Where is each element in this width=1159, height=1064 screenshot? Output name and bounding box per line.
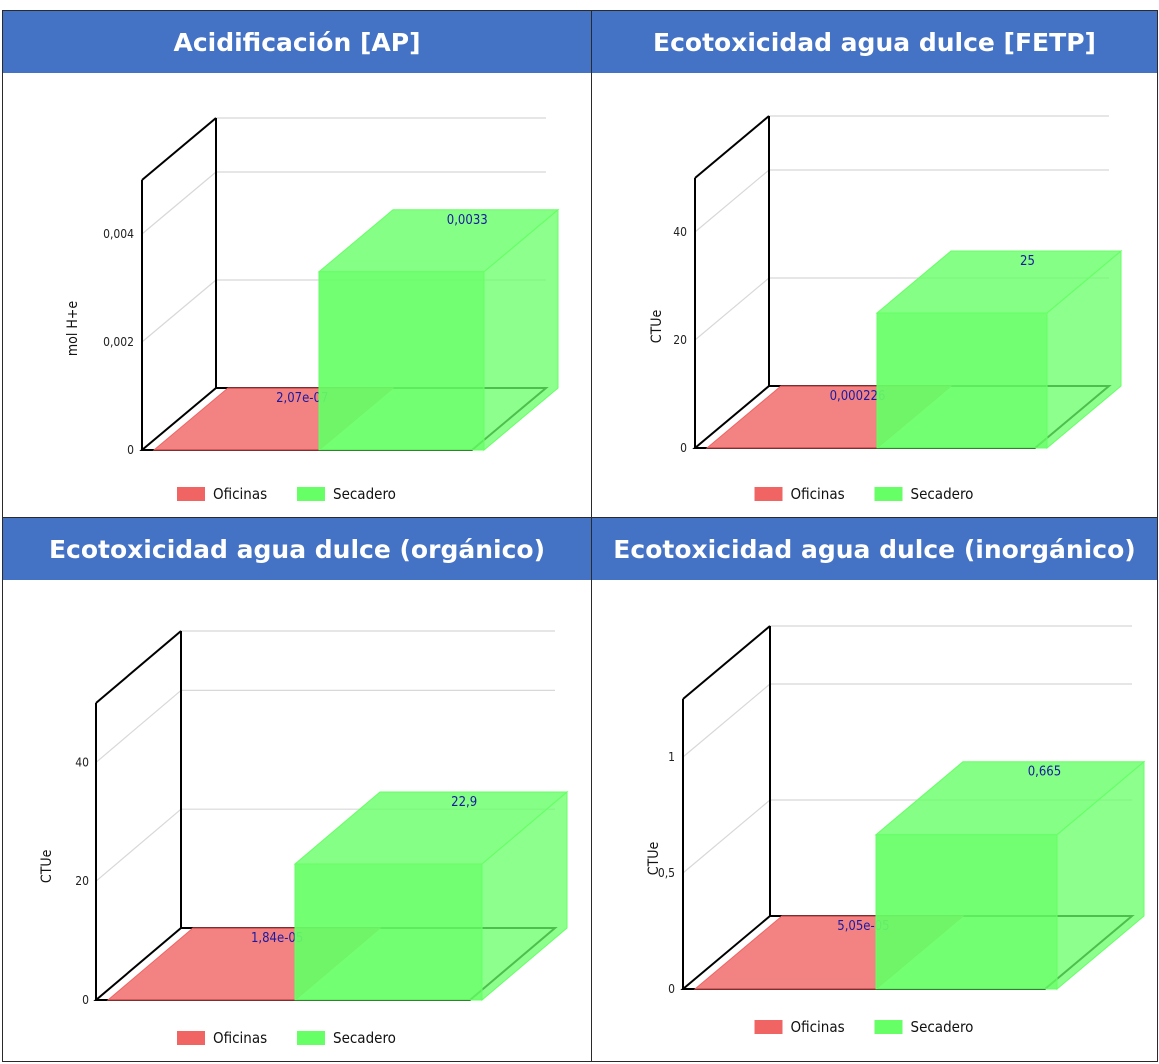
chart-panel: 0 20 40 CTUe 0,000226 25 Oficinas Secadero xyxy=(592,73,1157,517)
bar-front-face xyxy=(294,863,483,1001)
bar-front-face xyxy=(876,312,1048,449)
bar-front-face xyxy=(875,834,1058,990)
axis-edge-line xyxy=(694,115,770,179)
data-label: 0,0033 xyxy=(447,213,488,228)
chart-svg: 0 0,002 0,004 mol H+e 2,07e-07 0,0033 Oficinas… xyxy=(65,117,560,503)
chart-cell-organico: Ecotoxicidad agua dulce (orgánico) 0 20 40… xyxy=(2,517,592,1062)
y-tick-label: 0,002 xyxy=(103,335,134,349)
gridline xyxy=(141,279,217,343)
data-label: 22,9 xyxy=(451,795,477,810)
gridline xyxy=(95,808,182,882)
y-tick-label: 0 xyxy=(680,441,687,455)
y-tick-label: 20 xyxy=(673,333,687,347)
y-tick-label: 0 xyxy=(127,443,134,457)
chart-title: Ecotoxicidad agua dulce [FETP] xyxy=(592,11,1157,73)
chart-svg: 0 20 40 CTUe 0,000226 25 Oficinas Secadero xyxy=(649,115,1123,503)
legend-swatch xyxy=(754,487,783,501)
gridline xyxy=(95,689,182,763)
chart-svg: 0 20 40 CTUe 1,84e-05 22,9 Oficinas Secadero xyxy=(39,630,569,1047)
chart-cell-ap: Acidificación [AP] 0 0,002 0,004 mol H+e 2,0… xyxy=(2,10,592,518)
axis-edge-line xyxy=(95,630,182,704)
y-axis-label: CTUe xyxy=(649,310,665,344)
chart-title: Ecotoxicidad agua dulce (orgánico) xyxy=(3,518,591,580)
chart-panel: 0 20 40 CTUe 1,84e-05 22,9 Oficinas Secadero xyxy=(3,580,591,1061)
legend-label: Oficinas xyxy=(791,485,845,503)
y-tick-label: 0,004 xyxy=(103,227,134,241)
y-tick-label: 1 xyxy=(668,750,675,764)
gridline xyxy=(682,683,771,758)
bar-secadero xyxy=(293,790,569,1002)
legend-swatch xyxy=(177,1031,205,1045)
data-label: 0,665 xyxy=(1028,765,1061,780)
bar-front-face xyxy=(318,271,485,451)
legend-label: Secadero xyxy=(333,485,396,503)
legend-swatch xyxy=(177,487,205,501)
data-label: 0,000226 xyxy=(830,389,886,404)
legend-swatch xyxy=(874,1020,903,1034)
legend-label: Oficinas xyxy=(213,485,267,503)
y-axis-label: CTUe xyxy=(646,842,662,876)
y-tick-label: 40 xyxy=(673,225,687,239)
legend-swatch xyxy=(874,487,903,501)
gridline xyxy=(694,169,770,233)
data-label: 2,07e-07 xyxy=(276,391,328,406)
axis-edge-line xyxy=(141,117,217,181)
legend-swatch xyxy=(297,487,325,501)
chart-panel: 0 0,002 0,004 mol H+e 2,07e-07 0,0033 Oficinas… xyxy=(3,73,591,517)
y-axis-label: mol H+e xyxy=(65,301,81,357)
y-tick-label: 0,5 xyxy=(658,866,675,880)
y-tick-label: 0 xyxy=(82,993,89,1007)
chart-title: Ecotoxicidad agua dulce (inorgánico) xyxy=(592,518,1157,580)
legend-label: Secadero xyxy=(911,485,974,503)
bar-secadero xyxy=(875,249,1123,450)
chart-cell-fetp: Ecotoxicidad agua dulce [FETP] 0 20 40 CTUe… xyxy=(591,10,1158,518)
data-label: 1,84e-05 xyxy=(251,931,303,946)
legend-swatch xyxy=(754,1020,783,1034)
y-tick-label: 40 xyxy=(75,755,89,769)
bar-secadero xyxy=(874,760,1146,991)
axis-edge-line xyxy=(682,625,771,700)
legend-label: Secadero xyxy=(333,1029,396,1047)
legend-label: Oficinas xyxy=(213,1029,267,1047)
gridline xyxy=(141,171,217,235)
y-tick-label: 0 xyxy=(668,982,675,996)
chart-panel: 0 0,5 1 CTUe 5,05e-05 0,665 Oficinas Secadero xyxy=(592,580,1157,1061)
chart-title: Acidificación [AP] xyxy=(3,11,591,73)
gridline xyxy=(694,277,770,341)
gridline xyxy=(682,799,771,874)
y-tick-label: 20 xyxy=(75,874,89,888)
chart-cell-inorganico: Ecotoxicidad agua dulce (inorgánico) 0 0,… xyxy=(591,517,1158,1062)
data-label: 25 xyxy=(1020,254,1035,269)
legend-label: Secadero xyxy=(911,1018,974,1036)
bar-secadero xyxy=(317,208,560,452)
y-axis-label: CTUe xyxy=(39,849,55,883)
legend-swatch xyxy=(297,1031,325,1045)
legend-label: Oficinas xyxy=(791,1018,845,1036)
